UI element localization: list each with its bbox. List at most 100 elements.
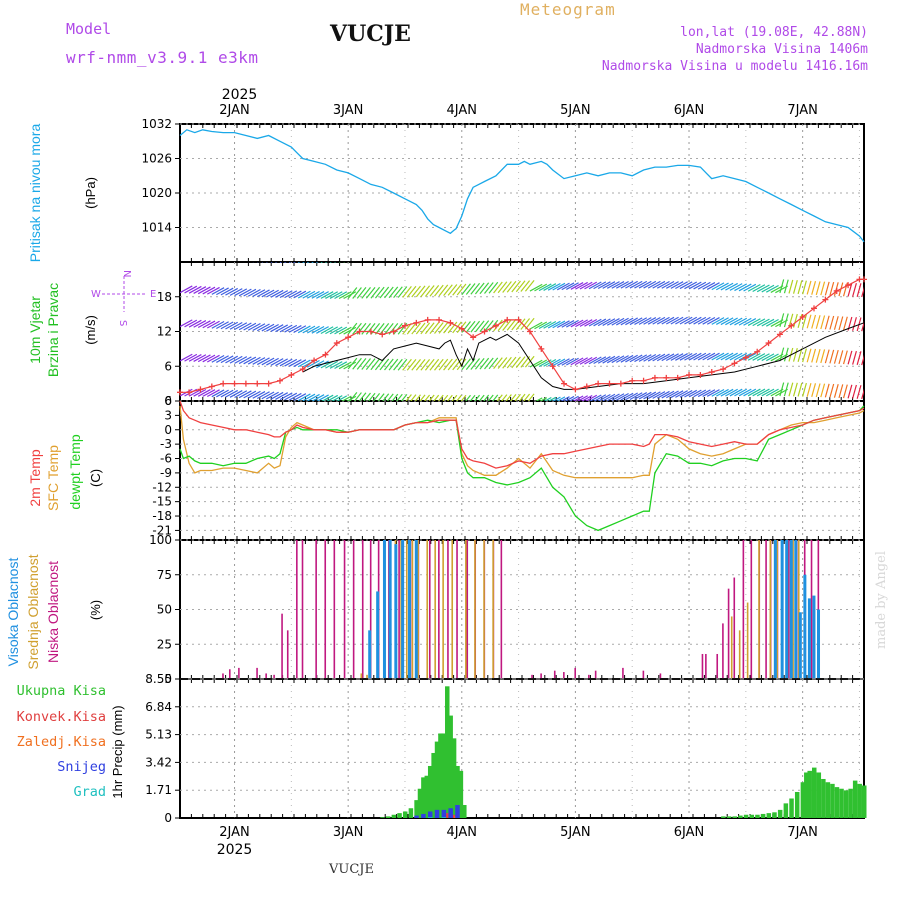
wind-barb [566,282,579,290]
wind-barb [779,279,785,294]
wind-barb [429,284,440,297]
mid-cloud-bar [434,540,436,679]
wind-barb [675,353,688,361]
wind-barb [506,280,517,293]
y-tick-label: 25 [157,637,172,651]
wind-barb [593,318,607,327]
wind-barb [479,357,490,370]
wind-barb [470,282,481,295]
wind-barb [193,354,207,362]
wind-barb [539,246,551,253]
wind-barb [371,250,380,261]
wind-barb [402,286,412,298]
wind-barb [474,320,485,333]
wind-barb [361,358,371,370]
wind-barb [397,286,408,298]
wind-barb [471,245,480,256]
wind-barb [564,395,575,401]
wind-barb [212,254,224,261]
wind-barb [297,290,311,299]
wind-barb [247,356,261,365]
wind-barb [829,315,835,330]
wind-barb [456,283,467,296]
wind-barb [566,246,578,253]
wind-barb [747,284,761,292]
wind-barb [514,393,521,401]
y-tick-label: 6 [164,394,172,408]
wind-barb [252,357,266,365]
wind-speed-marker [470,334,477,341]
wind-barb [311,291,325,299]
wind-barb [697,316,711,325]
wind-speed-marker [481,328,488,335]
wind-barb [792,280,798,294]
y-tick-label: 0 [164,672,172,686]
wind-barb [193,320,207,328]
wind-speed-marker [345,334,352,341]
wind-barb [815,383,821,398]
low-cloud-bar [447,540,449,679]
wind-barb [474,394,481,401]
wind-barb [775,252,787,259]
wind-barb [834,248,838,261]
wind-barb [415,285,426,298]
y-tick-label: -15 [152,495,172,509]
wind-barb [394,249,403,260]
wind-barb [802,348,807,363]
wind-speed-marker [311,357,318,364]
wind-barb [220,389,234,398]
wind-speed-marker [356,328,363,335]
wind-barb [570,282,584,290]
total-precip-bar [760,813,766,818]
wind-barb [725,352,738,361]
wind-barb [534,359,548,368]
total-precip-bar [732,816,737,818]
wind-barb [216,355,229,363]
mid-cloud-bar [730,616,733,679]
wind-barb [507,243,516,254]
low-cloud-bar [574,667,577,679]
wind-barb [684,316,698,325]
wind-barb [820,349,826,364]
mid-cloud-bar [792,540,794,679]
pressure-title: Pritisak na nivou mora [27,124,43,263]
wind-barb [588,318,602,327]
snow-bar [421,813,426,818]
wind-barb [211,354,225,363]
low-cloud-bar [659,673,662,679]
dewpoint-series [179,405,865,532]
wind-barb [306,290,320,299]
snow-bar [427,811,433,818]
low-cloud-bar [222,673,224,679]
wind-speed-marker [299,366,306,373]
wind-barb [734,352,748,361]
high-cloud-bar [812,595,816,679]
wind-barb [679,281,693,290]
wind-barb [625,246,637,253]
wind-barb [421,248,430,259]
wind-barb [368,392,376,401]
wind-barb [575,281,588,290]
wind-barb [512,243,521,254]
wind-barb [794,246,798,259]
wind-barb [396,393,403,401]
wind-barb [679,316,693,325]
wind-barb [634,317,648,325]
wind-barb [547,396,557,401]
wind-barb [602,281,616,289]
wind-barb [661,353,675,362]
wind-speed-marker [177,389,183,396]
wind-barb [206,354,220,363]
wind-barb [743,283,757,292]
wind-barb [462,246,471,257]
year-label-top: 2025 [222,87,258,103]
wind-barb [725,249,737,256]
wind-barb [238,390,252,399]
wind-barb [388,358,399,371]
wind-barb [352,357,362,370]
high-cloud-bar [798,612,802,679]
wind-barb [506,318,517,331]
wind-barb [652,391,666,399]
wind-barb [725,388,738,397]
wind-speed-marker [436,316,443,323]
